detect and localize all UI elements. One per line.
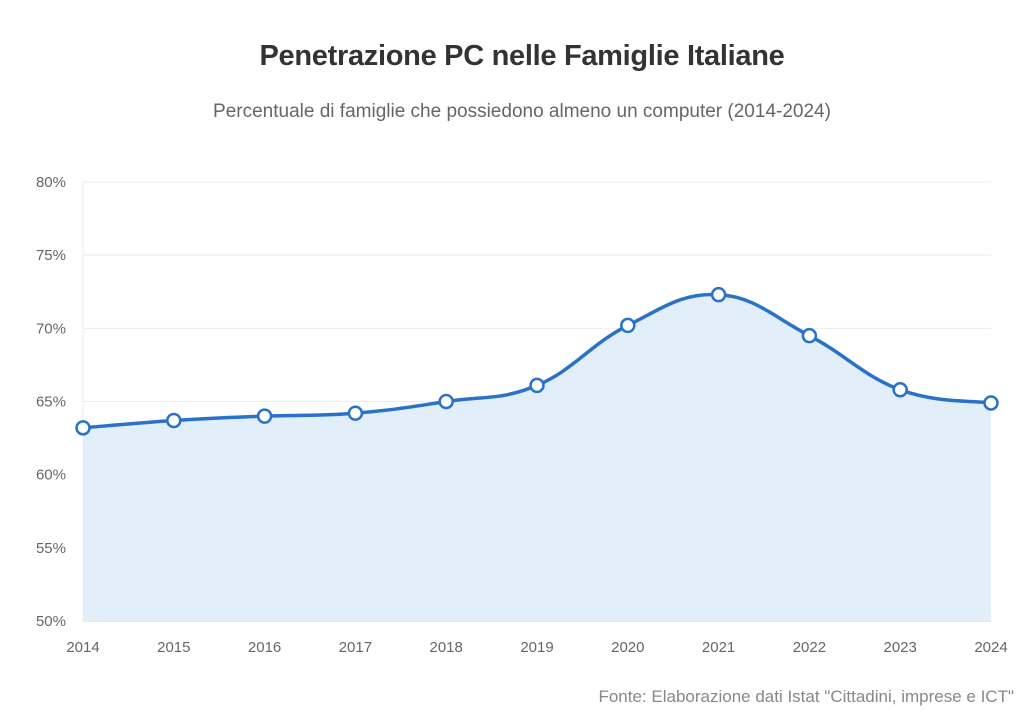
y-tick-label: 75% [36, 247, 66, 264]
x-axis-labels: 2014 2015 2016 2017 2018 2019 2020 2021 2022 2023… [66, 639, 1007, 656]
data-point[interactable] [347, 405, 364, 421]
y-tick-label: 80% [36, 174, 66, 191]
point-layer [75, 286, 999, 436]
x-tick-label: 2014 [66, 639, 99, 656]
x-tick-label: 2018 [430, 639, 463, 656]
area-fill [83, 294, 991, 621]
data-point[interactable] [983, 395, 999, 411]
line-layer [81, 292, 993, 430]
y-tick-label: 60% [36, 467, 66, 484]
y-tick-label: 65% [36, 394, 66, 411]
data-point[interactable] [438, 393, 454, 410]
x-tick-label: 2017 [339, 639, 372, 656]
y-tick-label: 55% [36, 540, 66, 557]
x-tick-label: 2024 [974, 639, 1007, 656]
data-point[interactable] [256, 408, 273, 424]
x-tick-label: 2015 [157, 639, 190, 656]
data-point[interactable] [892, 382, 908, 398]
x-tick-label: 2023 [884, 639, 917, 656]
y-tick-label: 70% [36, 320, 66, 337]
data-point[interactable] [710, 286, 727, 303]
x-tick-label: 2019 [520, 639, 553, 656]
y-axis-labels: 50% 55% 60% 65% 70% 75% 80% [36, 174, 66, 630]
source-note: Fonte: Elaborazione dati Istat "Cittadin… [598, 687, 1014, 706]
data-point[interactable] [75, 420, 91, 436]
x-tick-label: 2022 [793, 639, 826, 656]
series-line [81, 292, 993, 430]
data-point[interactable] [529, 377, 545, 394]
x-tick-label: 2021 [702, 639, 735, 656]
x-tick-label: 2016 [248, 639, 281, 656]
x-tick-label: 2020 [611, 639, 644, 656]
y-tick-label: 50% [36, 613, 66, 630]
data-point[interactable] [801, 327, 818, 344]
area-layer [83, 294, 991, 621]
data-point[interactable] [166, 412, 182, 429]
chart-subtitle: Percentuale di famiglie che possiedono a… [213, 101, 831, 122]
chart-title: Penetrazione PC nelle Famiglie Italiane [259, 40, 785, 72]
data-point[interactable] [620, 317, 636, 334]
